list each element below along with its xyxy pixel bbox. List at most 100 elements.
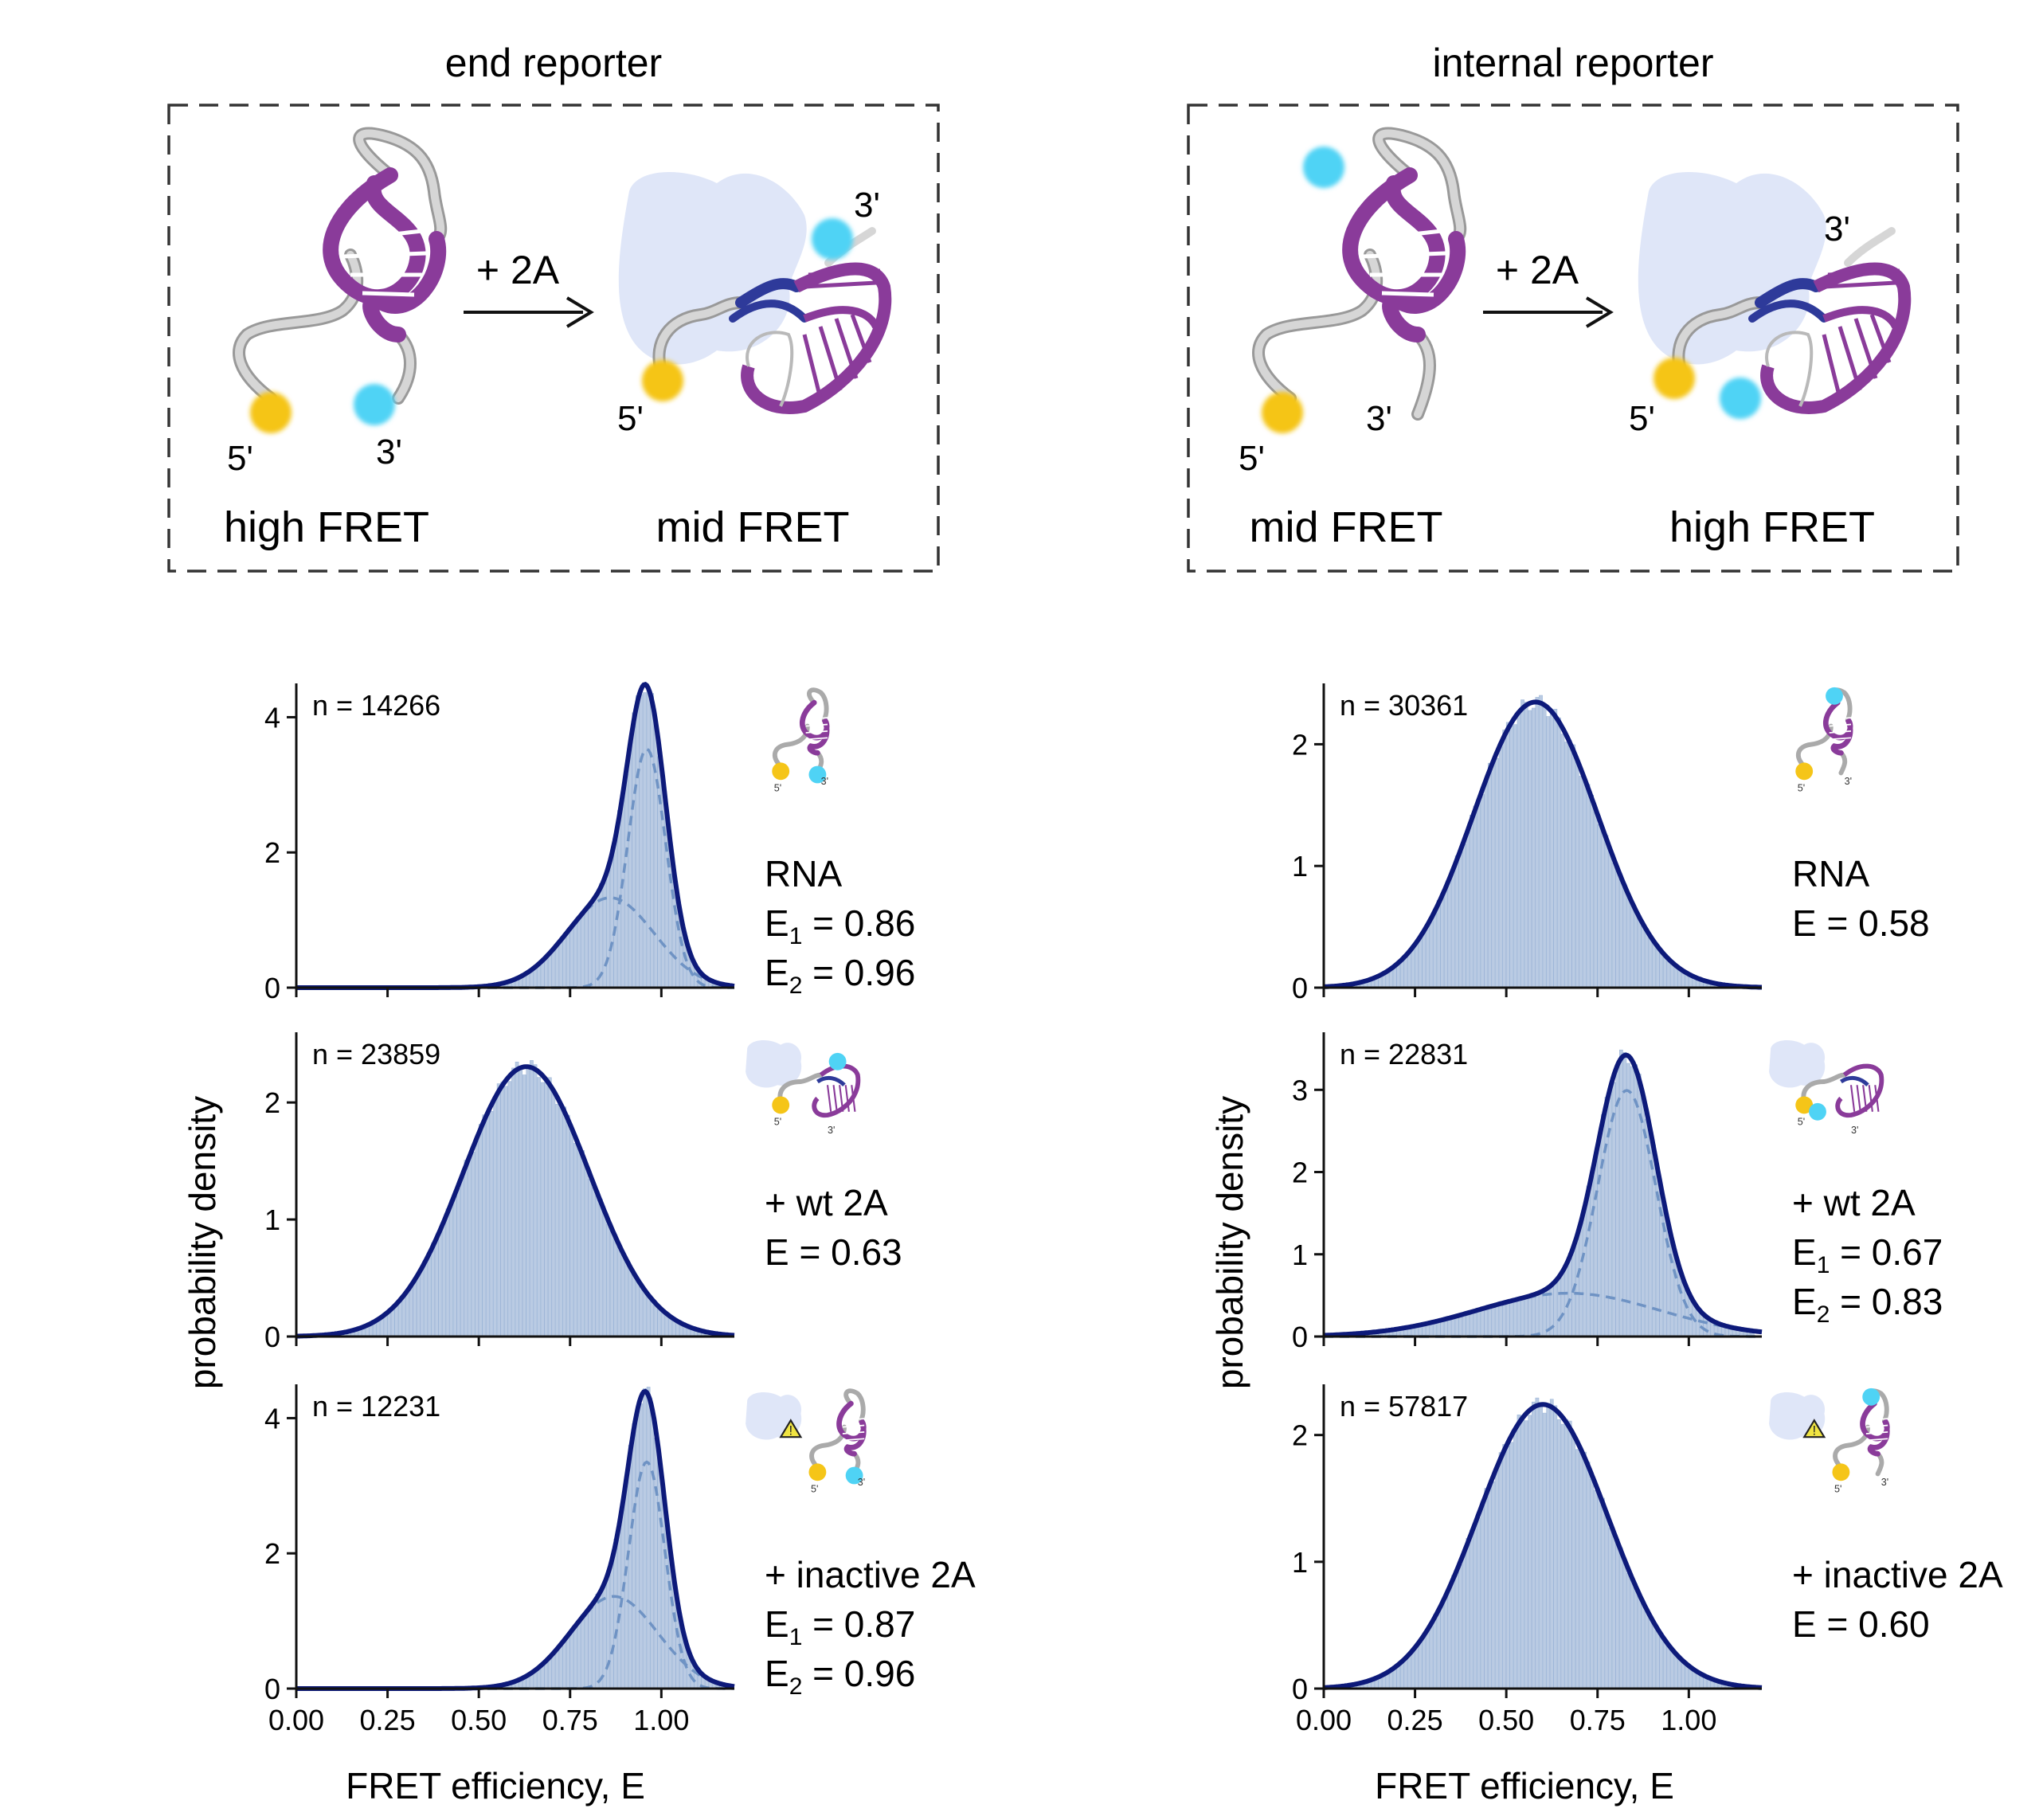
histogram-bar [646,1294,651,1337]
free-rna-structure [1252,127,1467,421]
histogram-bar [588,904,593,988]
histogram-bar [1575,1449,1579,1689]
histogram-bar [620,1506,625,1689]
histogram-bars [464,686,727,988]
histogram-bar [1470,1529,1473,1689]
histogram-bar [1473,1310,1477,1337]
label-5prime: 5' [1629,399,1655,438]
histogram-bar [1626,895,1630,988]
histogram-bar [639,694,644,988]
histogram-bar [551,947,556,988]
histogram-bar [613,1234,618,1337]
histogram-bar [562,934,567,988]
histogram-bar [544,957,549,988]
histogram-bar [573,1143,577,1337]
histogram-bar [1553,1405,1558,1689]
histogram-bar [1590,794,1595,988]
histogram-bar [1484,1306,1489,1337]
n-count-label: n = 23859 [312,1038,440,1070]
histogram-bar [1549,713,1554,988]
histogram-bar [1604,835,1609,988]
acceptor-dye-icon [812,218,853,260]
condition-icon: 5' 3' [746,1039,861,1136]
histogram-bar [1663,956,1667,988]
histogram-bar [1426,925,1430,988]
histogram-bar [1567,1253,1572,1337]
acceptor-dye-icon [1826,687,1843,705]
histogram-bar [1440,1604,1445,1689]
histogram-bar [1509,1301,1514,1337]
y-tick-label: 2 [1292,1419,1308,1452]
histogram-bar [1560,1423,1565,1689]
x-axis-label-right: FRET efficiency, E [1375,1765,1674,1806]
label-3prime: 3' [1845,776,1852,787]
histogram-bar [1444,1319,1448,1337]
label-3prime: 3' [821,776,828,787]
histogram-bar [1567,1420,1572,1689]
histogram-bar [1590,1478,1595,1689]
histogram-bar [1462,1314,1466,1337]
histogram-bar [1418,935,1423,988]
histogram-bar [1553,709,1558,988]
schematic-end-reporter: end reporter 5' 3' + 2A [167,41,940,573]
y-tick-label: 3 [1292,1074,1308,1106]
condition-icon: 5' 3' [1795,687,1853,794]
y-axis-label-left: probability density [182,1096,223,1389]
label-5prime: 5' [1798,1117,1805,1128]
histogram-bar [1637,1593,1642,1689]
histogram-bar [1473,805,1477,988]
histogram-bar [1470,1310,1473,1337]
histogram-bar [650,1408,655,1689]
histogram-bar [1571,744,1576,988]
state-label-right: mid FRET [656,503,850,551]
fit-curve [1323,1402,1763,1690]
histogram-bar [1451,867,1455,988]
arrow-label: + 2A [1496,248,1579,292]
label-5prime: 5' [774,1117,781,1128]
acceptor-dye-icon [1862,1388,1880,1406]
schematic-title: end reporter [445,41,662,85]
histogram-bar [1436,1608,1441,1689]
histogram-bar [456,1188,461,1337]
histogram-bar [427,1251,432,1337]
histogram-bar [609,855,614,988]
histogram-bar [1415,942,1419,988]
histogram-bar [1436,900,1441,988]
annotation-line: E = 0.60 [1792,1603,1930,1645]
svg-text:!: ! [1812,1423,1816,1438]
histogram-bar [1532,1401,1536,1689]
x-tick-label: 0.00 [1296,1704,1352,1736]
histogram-bar [1462,1552,1466,1689]
histogram-bar [581,1150,585,1337]
histogram-bar [620,793,625,988]
histogram-bar [1480,794,1485,988]
histogram-bar [468,1154,472,1337]
histogram-bar [1466,1312,1470,1337]
label-3prime: 3' [1851,1125,1858,1136]
histogram-bar [1407,950,1411,988]
condition-icon: 5' 3' [1769,1039,1884,1136]
histogram-bar [1517,711,1521,988]
histogram-bar [653,1437,658,1689]
histogram-bar [581,910,585,988]
histogram-bar [592,1602,596,1689]
histogram-bar [1458,850,1463,988]
histogram-bar [1564,1264,1568,1337]
histogram-bar [515,1062,519,1337]
histogram-bar [577,1619,581,1689]
label-3prime: 3' [854,186,880,225]
histogram-bar [595,893,600,988]
histogram-bar [606,1574,611,1689]
histogram-bar [653,721,658,988]
histogram-bar [628,1445,632,1689]
acceptor-dye-icon [808,765,827,784]
histogram-bar [632,1423,636,1689]
histogram-bar [1422,929,1427,988]
y-tick-label: 0 [1292,972,1308,1004]
histogram-bar [1429,919,1434,988]
histogram-bar [1470,815,1473,988]
acceptor-dye-icon [354,384,395,425]
donor-dye-icon [1262,392,1303,433]
histogram-bar [592,901,596,988]
